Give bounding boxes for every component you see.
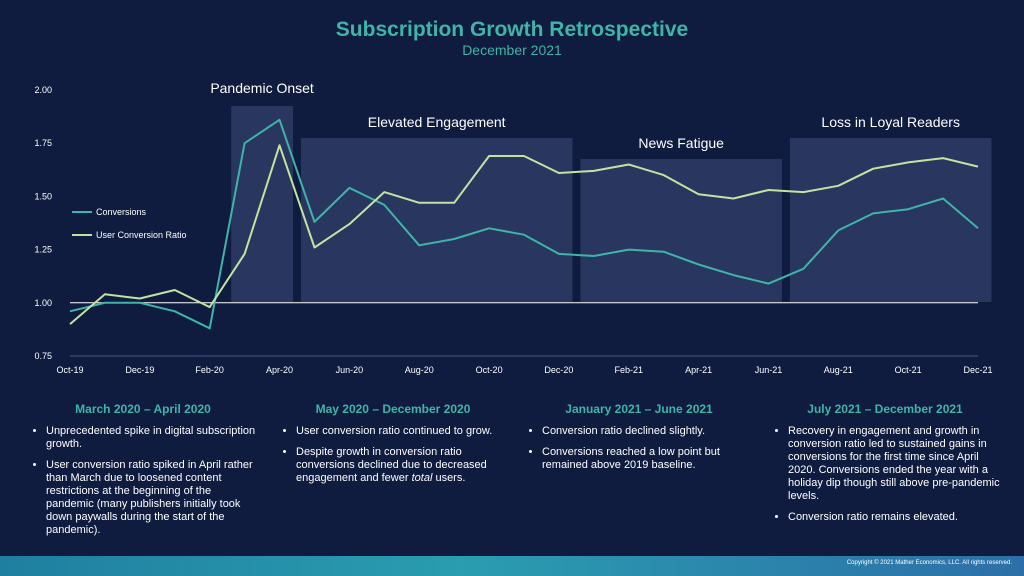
- note-bullet: Recovery in engagement and growth in con…: [788, 425, 1000, 503]
- period-box: [231, 106, 293, 302]
- note-bullet: User conversion ratio continued to grow.: [296, 425, 508, 438]
- note-bullet: Conversions reached a low point but rema…: [542, 446, 754, 472]
- note-bullet: Conversion ratio declined slightly.: [542, 425, 754, 438]
- y-tick-label: 1.75: [34, 138, 52, 148]
- legend-label: User Conversion Ratio: [96, 230, 187, 240]
- notes-heading: July 2021 – December 2021: [807, 402, 963, 416]
- legend-label: Conversions: [96, 207, 147, 217]
- notes-column-3: January 2021 – June 2021 Conversion rati…: [524, 402, 754, 480]
- period-label: Pandemic Onset: [210, 80, 314, 96]
- x-tick-label: Feb-21: [615, 365, 644, 375]
- y-tick-label: 2.00: [34, 85, 52, 95]
- x-tick-label: Dec-21: [963, 365, 992, 375]
- notes-column-1: March 2020 – April 2020 Unprecedented sp…: [28, 402, 258, 545]
- x-tick-label: Oct-19: [56, 365, 83, 375]
- period-label: Elevated Engagement: [368, 114, 506, 130]
- line-chart: Pandemic Onset Elevated Engagement News Fa…: [34, 80, 992, 375]
- x-tick-label: Jun-21: [755, 365, 783, 375]
- page-subtitle: December 2021: [462, 42, 562, 58]
- period-label: News Fatigue: [638, 135, 724, 151]
- notes-heading: January 2021 – June 2021: [565, 402, 713, 416]
- x-tick-label: Apr-21: [685, 365, 712, 375]
- note-bullet: Unprecedented spike in digital subscript…: [46, 425, 258, 451]
- notes-column-4: July 2021 – December 2021 Recovery in en…: [770, 402, 1000, 532]
- x-tick-label: Dec-20: [544, 365, 573, 375]
- x-tick-label: Oct-20: [476, 365, 503, 375]
- x-tick-label: Apr-20: [266, 365, 293, 375]
- notes-column-2: May 2020 – December 2020 User conversion…: [278, 402, 508, 493]
- x-tick-label: Dec-19: [125, 365, 154, 375]
- note-bullet: User conversion ratio spiked in April ra…: [46, 459, 258, 537]
- period-box: [580, 159, 782, 302]
- x-tick-label: Feb-20: [195, 365, 224, 375]
- notes-heading: March 2020 – April 2020: [75, 402, 211, 416]
- y-tick-label: 1.50: [34, 191, 52, 201]
- y-tick-label: 0.75: [34, 351, 52, 361]
- footer-bar: [0, 556, 1024, 576]
- y-tick-label: 1.00: [34, 298, 52, 308]
- note-bullet: Conversion ratio remains elevated.: [788, 511, 1000, 524]
- period-box: [301, 138, 573, 302]
- x-tick-label: Jun-20: [336, 365, 364, 375]
- x-tick-label: Aug-21: [824, 365, 853, 375]
- copyright-text: Copyright © 2021 Mather Economics, LLC. …: [846, 560, 1012, 566]
- page-title: Subscription Growth Retrospective: [335, 18, 689, 41]
- note-bullet: Despite growth in conversion ratio conve…: [296, 446, 508, 485]
- period-label: Loss in Loyal Readers: [821, 114, 960, 130]
- y-tick-label: 1.25: [34, 245, 52, 255]
- x-tick-label: Aug-20: [405, 365, 434, 375]
- series-line-user-conversion-ratio: [69, 144, 979, 325]
- x-tick-label: Oct-21: [895, 365, 922, 375]
- notes-heading: May 2020 – December 2020: [315, 402, 471, 416]
